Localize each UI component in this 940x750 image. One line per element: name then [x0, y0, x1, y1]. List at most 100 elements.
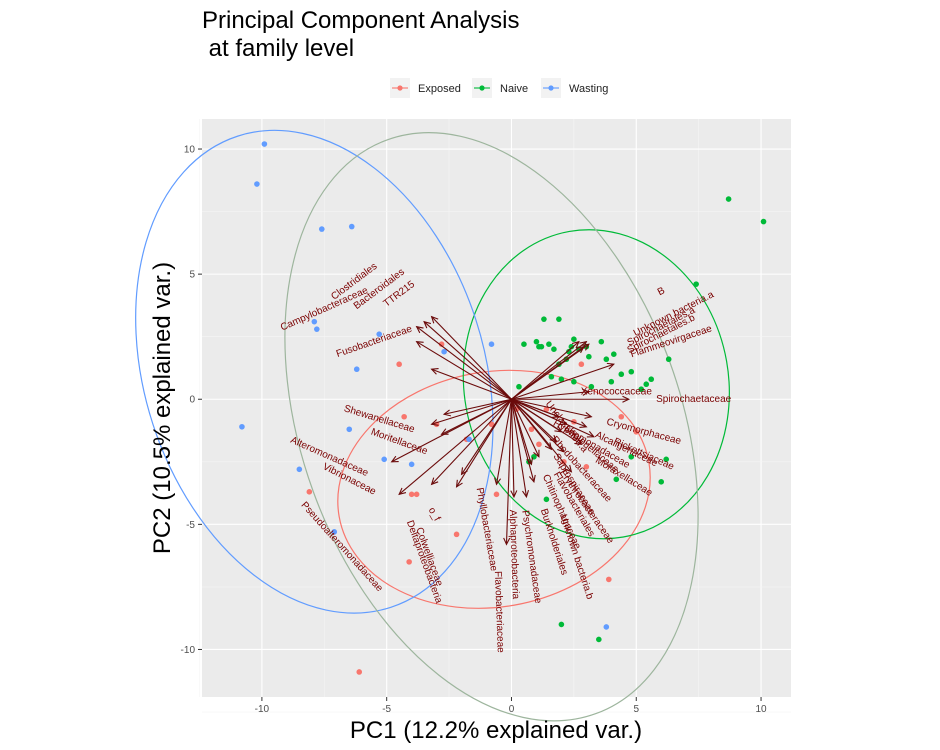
ellipse-naive — [462, 229, 730, 540]
loading-label: Xenococcaceae — [581, 386, 653, 397]
point-naive — [608, 378, 615, 385]
point-naive — [596, 636, 602, 643]
y-tick-label: -5 — [186, 520, 195, 531]
loading-arrow — [416, 341, 512, 400]
point-wasting — [381, 456, 387, 463]
loading-arrowhead — [582, 388, 591, 396]
y-tick-label: 10 — [184, 145, 196, 156]
point-wasting — [376, 331, 382, 337]
point-naive — [613, 476, 620, 483]
point-exposed — [488, 421, 495, 428]
loading-arrow — [510, 399, 515, 497]
loading-arrowhead — [415, 341, 424, 348]
point-naive — [628, 368, 635, 375]
loading-arrow — [510, 399, 532, 465]
loading-arrowhead — [579, 340, 588, 349]
point-exposed — [401, 413, 407, 420]
point-naive — [760, 218, 767, 225]
loading-arrow — [431, 398, 512, 485]
point-naive — [556, 316, 562, 322]
point-wasting — [261, 141, 268, 147]
loading-arrow — [416, 326, 512, 400]
point-exposed — [618, 413, 625, 420]
loading-arrowhead — [574, 438, 583, 445]
chart-title: Principal Component Analysis at family l… — [202, 7, 520, 62]
loading-arrowhead — [455, 479, 463, 488]
loading-arrowhead — [415, 325, 424, 334]
loading-arrow — [461, 398, 512, 475]
loading-arrowhead — [586, 431, 595, 438]
loading-arrow — [423, 321, 512, 400]
point-exposed — [396, 361, 402, 368]
loading-label: Flavobacteriaceae — [492, 571, 506, 653]
loading-arrow — [511, 341, 580, 400]
legend-key-point — [548, 85, 554, 91]
point-wasting — [441, 348, 447, 355]
point-exposed — [536, 441, 542, 448]
loading-arrowhead — [549, 435, 558, 443]
loading-arrow — [398, 398, 512, 495]
loading-arrowhead — [606, 362, 615, 370]
y-tick-label: 0 — [189, 395, 195, 406]
loading-arrowhead — [430, 419, 439, 426]
point-exposed — [438, 341, 445, 347]
loading-arrow — [511, 398, 592, 418]
loading-arrowhead — [423, 320, 432, 329]
loading-arrow — [511, 398, 557, 443]
point-exposed — [528, 426, 535, 433]
point-wasting — [353, 366, 360, 373]
point-exposed — [406, 559, 412, 565]
plot-panel — [202, 119, 791, 697]
point-exposed — [453, 531, 460, 538]
loading-arrowhead — [544, 442, 553, 451]
loading-label: B — [656, 285, 667, 298]
axis-ticks: -10 -5 0 5 10 -10 -5 0 5 10 — [181, 145, 768, 715]
point-naive — [546, 341, 552, 347]
loading-arrowhead — [571, 340, 580, 349]
legend: Exposed Naive Wasting — [390, 78, 608, 98]
point-exposed — [543, 406, 550, 413]
loading-arrow — [511, 391, 589, 400]
point-naive — [658, 479, 665, 485]
point-naive — [588, 383, 595, 390]
point-exposed — [578, 361, 585, 368]
point-wasting — [314, 326, 320, 332]
point-naive — [648, 376, 655, 383]
point-naive — [611, 351, 617, 358]
point-wasting — [239, 423, 245, 430]
point-naive — [586, 353, 592, 360]
x-tick-label: 10 — [755, 704, 767, 715]
point-naive — [693, 281, 699, 287]
x-tick-label: -5 — [382, 704, 391, 715]
point-wasting — [346, 426, 353, 433]
loading-arrow — [443, 398, 512, 415]
loading-arrow — [511, 398, 552, 450]
x-tick-label: 0 — [509, 704, 515, 715]
loading-arrowhead — [494, 477, 502, 486]
loading-arrowhead — [528, 474, 536, 484]
point-naive — [603, 356, 610, 363]
point-wasting — [318, 226, 325, 232]
legend-key-point — [397, 85, 403, 91]
loading-arrowhead — [503, 537, 511, 546]
loading-arrowhead — [442, 409, 452, 417]
loading-arrowhead — [440, 428, 449, 435]
loading-arrow — [510, 399, 527, 497]
loading-arrowhead — [522, 489, 530, 499]
group-ellipses — [135, 129, 730, 722]
point-naive — [638, 386, 645, 393]
loading-arrow — [495, 399, 513, 485]
y-tick-label: 5 — [189, 270, 195, 281]
x-tick-label: -10 — [255, 704, 270, 715]
loading-arrow — [510, 399, 540, 458]
loading-arrowhead — [526, 457, 534, 466]
point-naive — [558, 621, 565, 628]
x-tick-label: 5 — [633, 704, 639, 715]
point-exposed — [493, 491, 500, 498]
legend-label-wasting: Wasting — [569, 83, 608, 95]
loading-arrowhead — [551, 411, 561, 418]
point-naive — [548, 373, 555, 380]
point-exposed — [306, 489, 313, 495]
point-naive — [571, 378, 577, 385]
